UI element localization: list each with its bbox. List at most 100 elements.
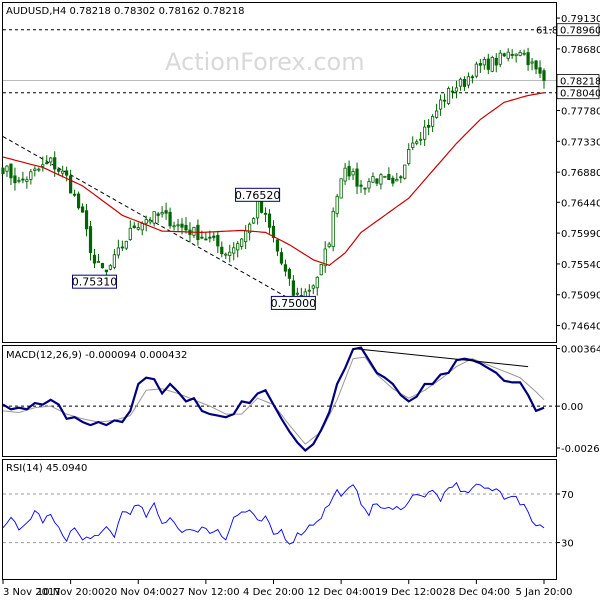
- candle-body: [61, 170, 65, 174]
- xtick-label: 10 Nov 20:00: [37, 587, 104, 598]
- candle-body: [184, 224, 188, 231]
- price-ytick-label: 0.75540: [561, 260, 600, 271]
- candle-body: [331, 210, 335, 248]
- candle-body: [307, 289, 311, 292]
- candle-body: [383, 175, 387, 178]
- price-ytick-label: 0.75090: [561, 291, 600, 302]
- candle-body: [204, 238, 208, 241]
- rsi-layer: [2, 481, 556, 545]
- candle-body: [442, 99, 447, 102]
- candle-body: [538, 67, 542, 74]
- candle-body: [84, 210, 89, 230]
- candle-body: [367, 181, 371, 189]
- candle-body: [267, 213, 272, 228]
- candle-body: [1, 167, 5, 174]
- candle-body: [287, 269, 292, 279]
- candle-body: [5, 165, 9, 172]
- rsi-panel: [2, 459, 557, 580]
- candle-body: [73, 193, 77, 196]
- price-tag-label: 0.78960: [560, 26, 600, 37]
- candle-body: [478, 63, 482, 66]
- candle-body: [379, 174, 383, 185]
- candle-body: [172, 225, 176, 228]
- candle-body: [160, 212, 164, 215]
- candle-body: [415, 141, 419, 144]
- candle-body: [466, 76, 471, 86]
- rsi-ytick-label: 70: [561, 490, 574, 501]
- price-title-symbol: AUDUSD,H4 0.78218 0.78302 0.78162 0.7821…: [6, 6, 245, 17]
- candle-body: [116, 247, 120, 256]
- candle-body: [224, 253, 228, 256]
- candle-body: [387, 174, 391, 181]
- candle-body: [192, 226, 196, 236]
- xtick-label: 4 Dec 20:00: [243, 587, 304, 598]
- candle-body: [104, 269, 109, 273]
- candle-body: [359, 184, 363, 187]
- candle-body: [21, 178, 25, 181]
- candle-body: [494, 57, 498, 66]
- candle-body: [136, 227, 140, 230]
- candle-body: [9, 163, 13, 179]
- candle-body: [208, 236, 212, 239]
- price-tag-label: 0.78218: [560, 77, 600, 88]
- candle-body: [454, 87, 459, 92]
- xtick-label: 12 Dec 04:00: [307, 587, 374, 598]
- candle-body: [311, 285, 315, 289]
- candle-body: [220, 246, 224, 255]
- axis-layer: 0.79130 0.78680 0.77780 0.77330 0.76880 0.764…: [2, 14, 600, 598]
- candle-body: [490, 57, 494, 72]
- candle-body: [132, 225, 136, 229]
- xtick-label: 28 Dec 04:00: [443, 587, 510, 598]
- candle-body: [514, 53, 518, 57]
- price-tag-label: 0.78040: [560, 89, 600, 100]
- candle-body: [283, 264, 288, 272]
- price-ytick-label: 0.79130: [561, 14, 600, 25]
- candle-body: [29, 171, 33, 180]
- candle-body: [291, 280, 295, 296]
- candle-body: [232, 247, 236, 254]
- candle-body: [395, 179, 399, 182]
- macd-macd-line: [2, 346, 545, 452]
- candle-body: [431, 116, 435, 127]
- candle-body: [140, 223, 144, 231]
- candle-body: [458, 78, 463, 87]
- price-ytick-label: 0.78680: [561, 45, 600, 56]
- candle-body: [502, 53, 506, 57]
- fib-level-label: 61.8: [536, 26, 558, 37]
- candle-body: [510, 53, 514, 56]
- candle-body: [45, 162, 49, 165]
- candle-body: [518, 52, 522, 56]
- macd-ytick-label: 0.00: [561, 402, 583, 413]
- candle-body: [112, 254, 116, 268]
- candle-body: [92, 254, 97, 264]
- swing-label: 0.76520: [235, 189, 281, 202]
- candle-body: [486, 58, 490, 70]
- xtick-label: 19 Dec 12:00: [375, 587, 442, 598]
- candle-body: [216, 235, 220, 247]
- xtick-label: 20 Nov 04:00: [105, 587, 172, 598]
- candle-body: [244, 230, 248, 243]
- candle-body: [96, 261, 101, 263]
- candle-body: [522, 52, 526, 55]
- candle-body: [506, 51, 510, 59]
- candle-body: [33, 168, 37, 171]
- candle-body: [323, 248, 327, 267]
- candle-body: [498, 52, 502, 65]
- candle-body: [108, 265, 113, 270]
- candle-body: [327, 243, 331, 247]
- candle-body: [450, 90, 455, 93]
- price-layer: 61.8 0.75310 0.76520 0.75000: [1, 26, 558, 310]
- candle-body: [200, 236, 204, 239]
- candle-body: [375, 178, 379, 184]
- candle-body: [530, 61, 534, 64]
- candle-body: [88, 226, 93, 253]
- price-ytick-label: 0.74640: [561, 322, 600, 333]
- candle-body: [168, 211, 172, 227]
- candle-body: [295, 292, 299, 295]
- candle-body: [80, 206, 85, 213]
- price-ytick-label: 0.75990: [561, 229, 600, 240]
- candle-body: [128, 227, 132, 241]
- candle-body: [152, 211, 156, 224]
- candle-body: [470, 76, 474, 79]
- candle-body: [240, 238, 244, 247]
